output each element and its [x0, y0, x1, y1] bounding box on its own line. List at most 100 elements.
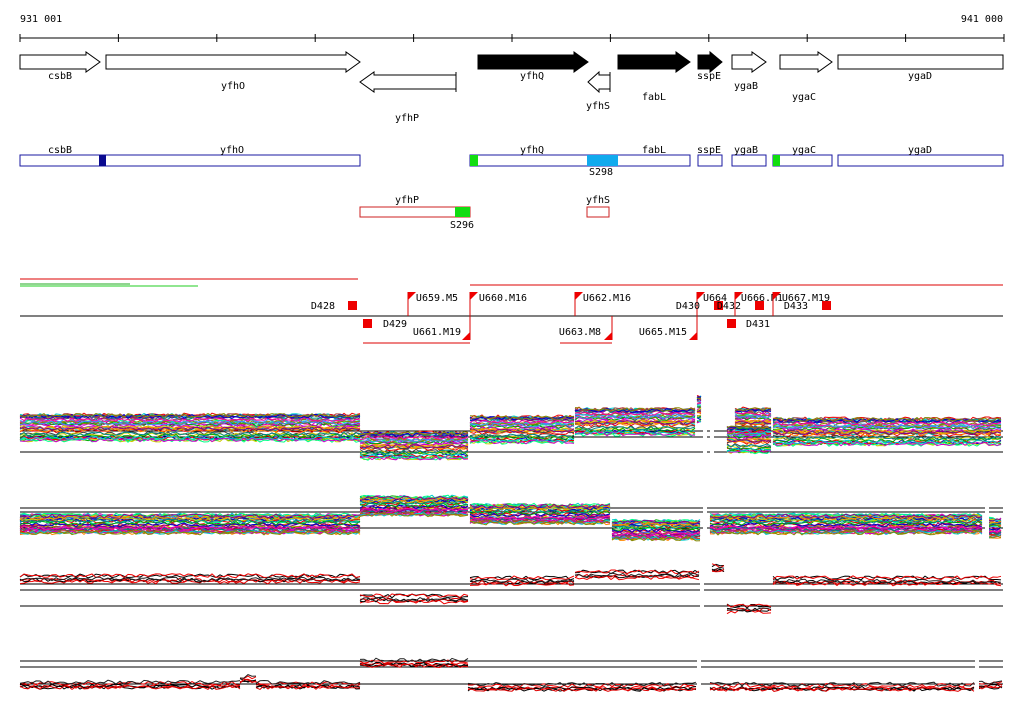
antisense-label: yfhP [395, 195, 419, 206]
cds-label: sspE [697, 145, 721, 156]
cds-label: fabL [642, 145, 666, 156]
panel-gap [985, 478, 989, 538]
segment-label: D433 [784, 301, 808, 312]
segment-label: D431 [746, 319, 770, 330]
gene-label: ygaC [792, 92, 816, 103]
gene-arrow [779, 51, 833, 73]
cds-mark [587, 155, 618, 166]
segment-mark [755, 301, 764, 310]
expression-trace [19, 402, 1002, 440]
segment-flag [697, 292, 705, 300]
cds-box [19, 154, 361, 167]
segment-flag [689, 332, 697, 340]
expression-trace [19, 563, 1002, 609]
segment-label: U666.M1 [741, 293, 783, 304]
expression-trace [19, 507, 1002, 537]
gene-label: yfhQ [520, 71, 544, 82]
expression-trace [19, 566, 1002, 612]
cds-label: yfhO [220, 145, 244, 156]
cds-box [837, 154, 1004, 167]
gene-arrow [587, 70, 611, 94]
gene-arrow [19, 51, 101, 73]
cds-label: ygaD [908, 145, 932, 156]
expression-trace [19, 403, 1002, 444]
segment-flag [462, 332, 470, 340]
expression-trace [19, 511, 1002, 541]
cds-label: ygaC [792, 145, 816, 156]
expression-trace [19, 495, 1002, 525]
segment-flag [735, 292, 743, 300]
expression-trace [19, 512, 1002, 542]
cds-label: csbB [48, 145, 72, 156]
antisense-label: yfhS [586, 195, 610, 206]
cds-label: ygaB [734, 145, 758, 156]
cds-box [469, 154, 691, 167]
segment-mark [363, 319, 372, 328]
antisense-box [359, 206, 471, 218]
expression-trace [19, 397, 1002, 436]
segment-label: U665.M15 [639, 327, 687, 338]
gene-label: yfhO [221, 81, 245, 92]
gene-label: yfhP [395, 113, 419, 124]
segment-label: D429 [383, 319, 407, 330]
segment-flag [604, 332, 612, 340]
cds-box [697, 154, 723, 167]
panel-gap [697, 631, 701, 691]
segment-label: U667.M19 [782, 293, 830, 304]
cds-mark [773, 155, 780, 166]
panel-gap [710, 401, 714, 461]
gene-arrow [731, 51, 767, 73]
cds-mark [99, 155, 106, 166]
panel-gap [700, 554, 704, 614]
segment-label: D428 [311, 301, 335, 312]
panel-gap [975, 631, 979, 691]
segment-flag [408, 292, 416, 300]
antisense-box [586, 206, 610, 218]
segment-flag [575, 292, 583, 300]
gene-label: ygaD [908, 71, 932, 82]
gene-arrow [697, 50, 723, 74]
segment-label: U663.M8 [559, 327, 601, 338]
gene-label: sspE [697, 71, 721, 82]
cds-mark [470, 155, 478, 166]
segment-flag [773, 292, 781, 300]
segment-label: U662.M16 [583, 293, 631, 304]
gene-arrow [359, 71, 457, 93]
segment-label: U660.M16 [479, 293, 527, 304]
segment-label: U659.M5 [416, 293, 458, 304]
scale-start: 931 001 [20, 14, 62, 25]
panel-gap [703, 401, 707, 461]
antisense-mark [455, 207, 470, 217]
expression-trace [19, 657, 1003, 687]
gene-label: yfhS [586, 101, 610, 112]
gene-arrow [837, 54, 1004, 70]
expression-trace [19, 500, 1002, 530]
site-label: S296 [450, 220, 474, 231]
panel-gap [703, 478, 707, 538]
segment-mark [727, 319, 736, 328]
gene-label: ygaB [734, 81, 758, 92]
segment-flag [470, 292, 478, 300]
expression-trace [19, 563, 1002, 608]
segment-label: D430 [676, 301, 700, 312]
gene-arrow [617, 51, 691, 73]
gene-arrow [477, 51, 589, 73]
gene-label: fabL [642, 92, 666, 103]
expression-trace [19, 663, 1003, 692]
gene-label: csbB [48, 71, 72, 82]
cds-box [772, 154, 833, 167]
expression-trace [19, 419, 1002, 459]
segment-label: U664 [703, 293, 727, 304]
segment-mark [714, 301, 723, 310]
expression-trace [19, 416, 1002, 455]
segment-mark [348, 301, 357, 310]
segment-label: U661.M19 [413, 327, 461, 338]
scale-end: 941 000 [961, 14, 1003, 25]
cds-box [731, 154, 767, 167]
segment-mark [822, 301, 831, 310]
expression-trace [19, 504, 1002, 534]
cds-label: yfhQ [520, 145, 544, 156]
expression-trace [19, 410, 1002, 449]
segment-label: D432 [717, 301, 741, 312]
